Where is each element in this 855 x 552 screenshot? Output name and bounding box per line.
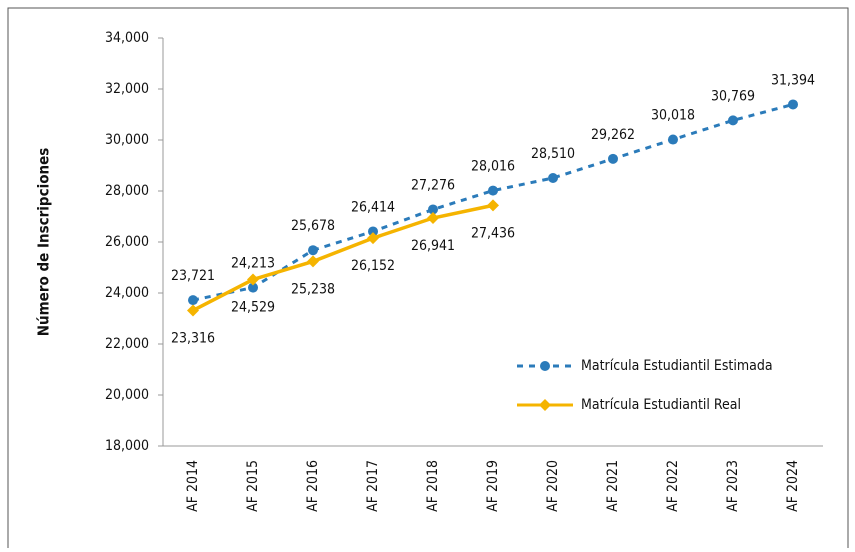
x-tick-label: AF 2020 bbox=[545, 460, 561, 512]
data-label: 30,769 bbox=[711, 88, 755, 104]
marker bbox=[668, 134, 678, 145]
chart-frame bbox=[7, 7, 849, 552]
data-label: 24,213 bbox=[231, 256, 275, 272]
x-tick-label: AF 2014 bbox=[185, 460, 201, 512]
marker bbox=[188, 295, 198, 306]
marker bbox=[540, 361, 550, 371]
data-label: 30,018 bbox=[651, 108, 695, 124]
y-tick-label: 26,000 bbox=[105, 234, 149, 250]
marker bbox=[368, 226, 378, 237]
data-label: 27,436 bbox=[471, 225, 515, 241]
legend-label: Matrícula Estudiantil Estimada bbox=[581, 358, 773, 374]
x-tick-label: AF 2024 bbox=[785, 460, 801, 512]
y-tick-label: 30,000 bbox=[105, 132, 149, 148]
marker bbox=[488, 185, 498, 196]
x-tick-label: AF 2021 bbox=[605, 460, 621, 512]
data-label: 28,510 bbox=[531, 146, 575, 162]
y-tick-label: 34,000 bbox=[105, 30, 149, 46]
x-tick-label: AF 2018 bbox=[425, 460, 441, 512]
marker bbox=[427, 212, 439, 225]
data-label: 24,529 bbox=[231, 300, 275, 316]
marker bbox=[788, 99, 798, 110]
marker bbox=[487, 199, 499, 212]
data-label: 31,394 bbox=[771, 72, 815, 88]
marker bbox=[247, 273, 259, 286]
data-label: 25,238 bbox=[291, 281, 335, 297]
marker bbox=[187, 304, 199, 317]
x-tick-label: AF 2019 bbox=[485, 460, 501, 512]
marker bbox=[248, 282, 258, 293]
y-tick-label: 18,000 bbox=[105, 438, 149, 454]
x-tick-label: AF 2016 bbox=[305, 460, 321, 512]
y-tick-label: 28,000 bbox=[105, 183, 149, 199]
marker bbox=[367, 232, 379, 245]
marker bbox=[728, 115, 738, 126]
series-line bbox=[192, 203, 494, 312]
data-label: 25,678 bbox=[291, 218, 335, 234]
x-tick-label: AF 2015 bbox=[245, 460, 261, 512]
marker bbox=[539, 399, 551, 411]
data-label: 29,262 bbox=[591, 127, 635, 143]
x-tick-label: AF 2017 bbox=[365, 460, 381, 512]
data-label: 26,941 bbox=[411, 238, 455, 254]
series-line bbox=[192, 103, 794, 302]
data-label: 28,016 bbox=[471, 159, 515, 175]
y-tick-label: 32,000 bbox=[105, 81, 149, 97]
x-tick-label: AF 2023 bbox=[725, 460, 741, 512]
y-tick-label: 24,000 bbox=[105, 285, 149, 301]
y-tick-label: 22,000 bbox=[105, 336, 149, 352]
data-label: 23,721 bbox=[171, 268, 215, 284]
data-label: 27,276 bbox=[411, 177, 455, 193]
y-axis-label: Número de Inscripciones bbox=[35, 148, 53, 337]
marker bbox=[307, 255, 319, 268]
data-label: 26,152 bbox=[351, 258, 395, 274]
x-tick-label: AF 2022 bbox=[665, 460, 681, 512]
data-label: 26,414 bbox=[351, 199, 395, 215]
marker bbox=[608, 153, 618, 164]
marker bbox=[428, 204, 438, 215]
marker bbox=[548, 172, 558, 183]
legend-label: Matrícula Estudiantil Real bbox=[581, 397, 741, 413]
marker bbox=[308, 245, 318, 256]
data-label: 23,316 bbox=[171, 330, 215, 346]
y-tick-label: 20,000 bbox=[105, 387, 149, 403]
